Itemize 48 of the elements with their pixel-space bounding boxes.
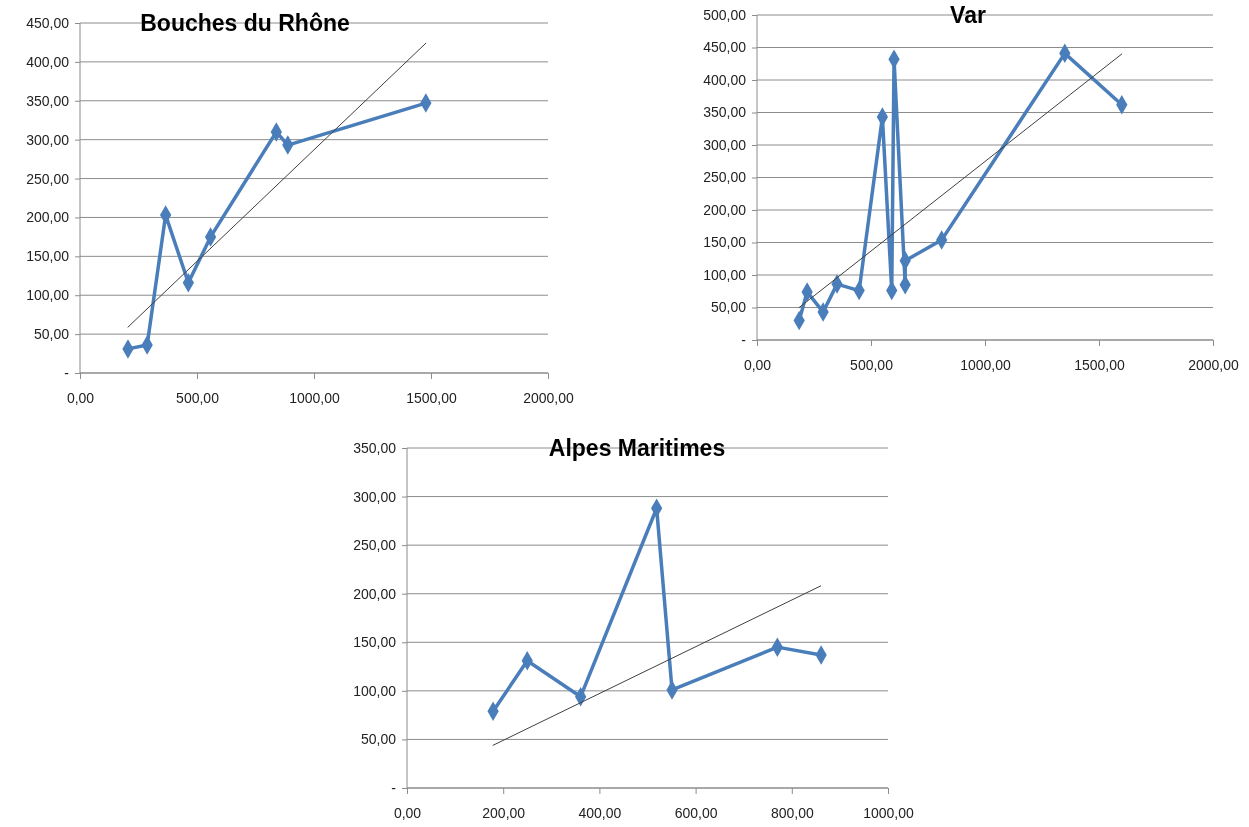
x-tick-label: 200,00: [482, 804, 526, 821]
x-tick-label: 500,00: [850, 356, 894, 373]
y-tick-label: 500,00: [703, 6, 747, 23]
y-tick-label: -: [741, 331, 747, 348]
y-tick-label: 300,00: [703, 136, 747, 153]
x-tick-label: 1000,00: [289, 389, 341, 406]
x-tick-label: 0,00: [66, 389, 95, 406]
y-tick-label: 50,00: [710, 299, 747, 316]
x-tick-label: 500,00: [176, 389, 220, 406]
x-tick-label: 600,00: [674, 804, 718, 821]
x-tick-label: 2000,00: [1188, 356, 1240, 373]
x-tick-label: 0,00: [743, 356, 772, 373]
y-tick-label: 450,00: [703, 39, 747, 56]
y-tick-label: 400,00: [26, 53, 70, 70]
y-tick-label: 50,00: [360, 731, 397, 748]
x-tick-label: 1000,00: [960, 356, 1012, 373]
y-tick-label: 250,00: [26, 170, 70, 187]
x-tick-label: 1000,00: [863, 804, 915, 821]
y-tick-label: -: [391, 779, 397, 796]
y-tick-label: 200,00: [353, 585, 397, 602]
x-tick-label: 800,00: [770, 804, 814, 821]
y-tick-label: 50,00: [33, 326, 70, 343]
y-tick-label: 400,00: [703, 71, 747, 88]
y-tick-label: 150,00: [26, 248, 70, 265]
chart-title: Bouches du Rhône: [140, 10, 350, 36]
y-tick-label: 300,00: [26, 131, 70, 148]
x-tick-label: 400,00: [578, 804, 622, 821]
y-tick-label: -: [64, 364, 70, 381]
y-tick-label: 100,00: [703, 266, 747, 283]
x-tick-label: 1500,00: [1074, 356, 1126, 373]
y-tick-label: 250,00: [703, 169, 747, 186]
x-tick-label: 0,00: [393, 804, 422, 821]
y-tick-label: 450,00: [26, 14, 70, 31]
x-tick-label: 2000,00: [523, 389, 575, 406]
y-tick-label: 350,00: [353, 439, 397, 456]
y-tick-label: 200,00: [26, 209, 70, 226]
y-tick-label: 350,00: [703, 104, 747, 121]
y-tick-label: 350,00: [26, 92, 70, 109]
y-tick-label: 100,00: [26, 287, 70, 304]
y-tick-label: 150,00: [703, 234, 747, 251]
chart-title: Alpes Maritimes: [548, 435, 726, 461]
chart-title: Var: [950, 2, 986, 28]
y-tick-label: 250,00: [353, 537, 397, 554]
y-tick-label: 150,00: [353, 634, 397, 651]
y-tick-label: 100,00: [353, 682, 397, 699]
x-tick-label: 1500,00: [406, 389, 458, 406]
y-tick-label: 300,00: [353, 488, 397, 505]
y-tick-label: 200,00: [703, 201, 747, 218]
